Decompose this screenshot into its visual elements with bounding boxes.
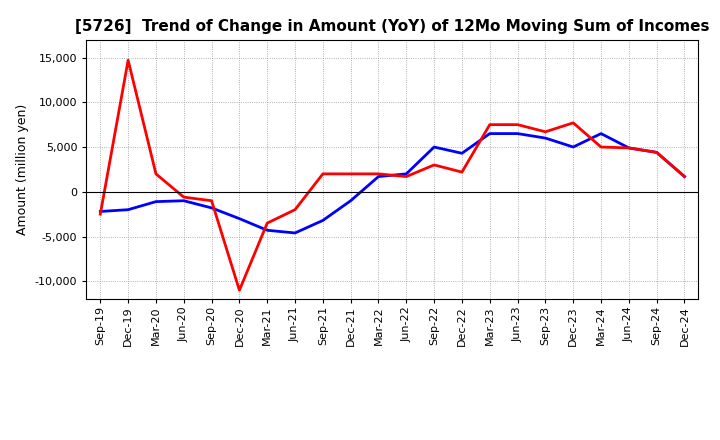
Y-axis label: Amount (million yen): Amount (million yen)	[17, 104, 30, 235]
Net Income	[430, 162, 438, 168]
Ordinary Income	[597, 131, 606, 136]
Net Income	[541, 129, 550, 135]
Line: Net Income: Net Income	[100, 60, 685, 290]
Line: Ordinary Income: Ordinary Income	[100, 134, 685, 233]
Ordinary Income	[680, 174, 689, 179]
Ordinary Income	[318, 218, 327, 223]
Net Income	[346, 171, 355, 176]
Net Income	[402, 174, 410, 179]
Ordinary Income	[541, 136, 550, 141]
Ordinary Income	[485, 131, 494, 136]
Net Income	[291, 207, 300, 213]
Ordinary Income	[374, 174, 383, 179]
Net Income	[624, 145, 633, 150]
Ordinary Income	[235, 216, 243, 221]
Ordinary Income	[652, 150, 661, 155]
Ordinary Income	[96, 209, 104, 214]
Net Income	[569, 120, 577, 125]
Net Income	[152, 171, 161, 176]
Net Income	[485, 122, 494, 127]
Ordinary Income	[291, 230, 300, 235]
Net Income	[374, 171, 383, 176]
Net Income	[513, 122, 522, 127]
Ordinary Income	[179, 198, 188, 203]
Ordinary Income	[263, 227, 271, 233]
Ordinary Income	[458, 150, 467, 156]
Ordinary Income	[346, 198, 355, 203]
Ordinary Income	[124, 207, 132, 213]
Ordinary Income	[624, 145, 633, 150]
Net Income	[680, 174, 689, 179]
Ordinary Income	[513, 131, 522, 136]
Net Income	[318, 171, 327, 176]
Ordinary Income	[207, 205, 216, 210]
Net Income	[179, 194, 188, 200]
Net Income	[96, 212, 104, 217]
Net Income	[597, 144, 606, 150]
Ordinary Income	[152, 199, 161, 204]
Net Income	[652, 150, 661, 155]
Net Income	[235, 288, 243, 293]
Ordinary Income	[402, 171, 410, 176]
Title: [5726]  Trend of Change in Amount (YoY) of 12Mo Moving Sum of Incomes: [5726] Trend of Change in Amount (YoY) o…	[75, 19, 710, 34]
Net Income	[124, 58, 132, 63]
Net Income	[207, 198, 216, 203]
Ordinary Income	[430, 144, 438, 150]
Net Income	[458, 169, 467, 175]
Net Income	[263, 220, 271, 226]
Ordinary Income	[569, 144, 577, 150]
